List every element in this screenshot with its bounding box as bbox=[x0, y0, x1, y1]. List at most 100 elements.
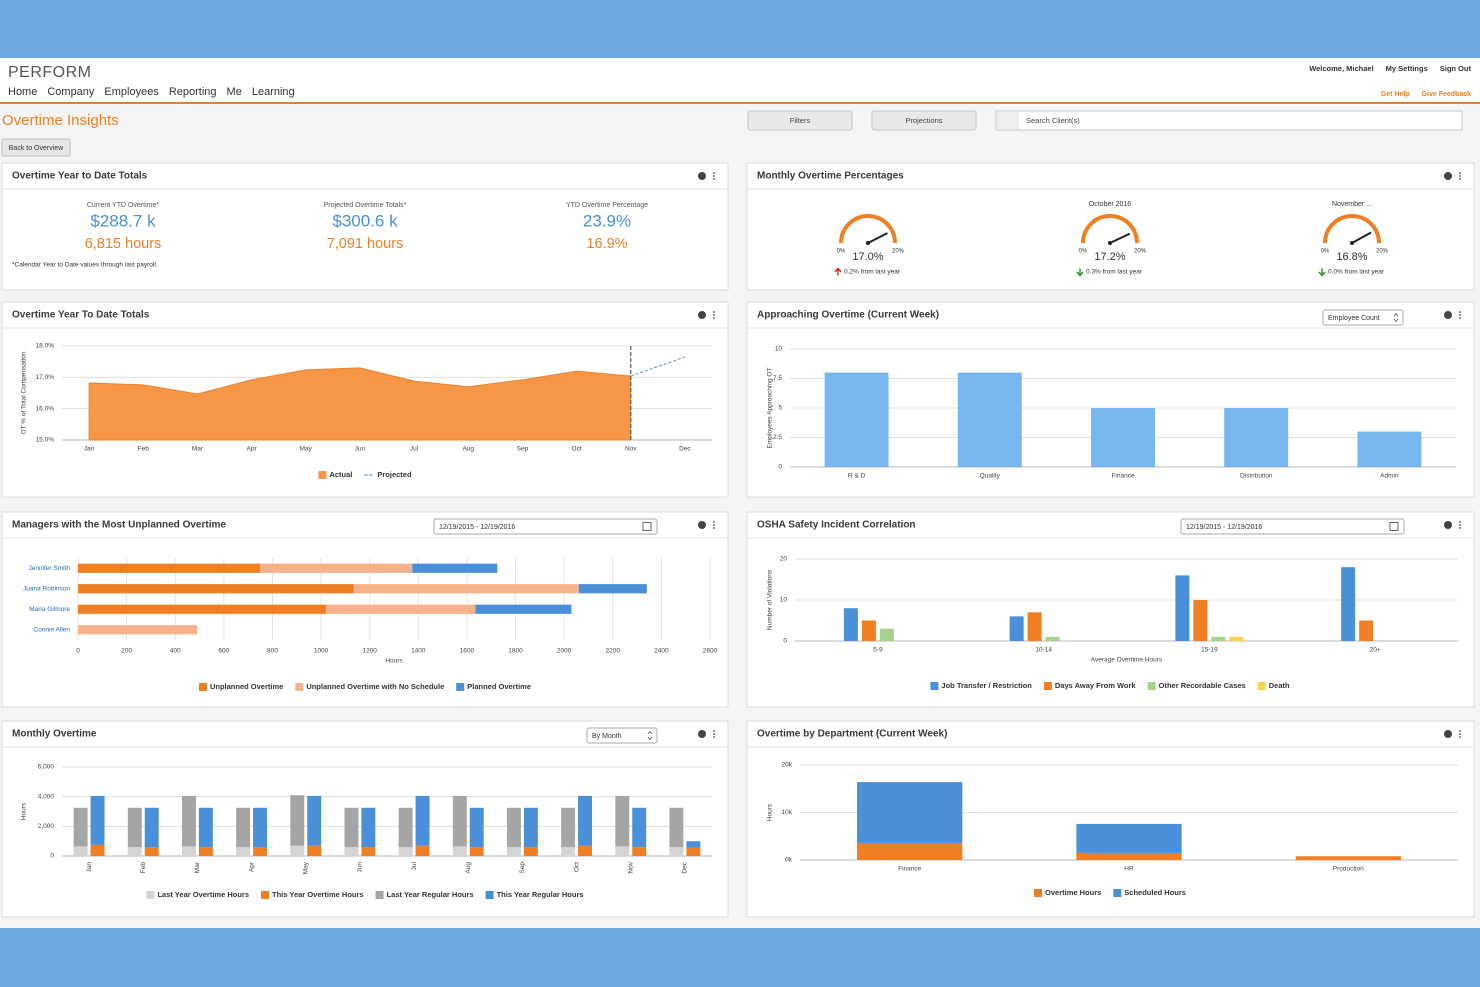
x-tick-label: 1400 bbox=[411, 648, 426, 655]
bar bbox=[615, 846, 630, 856]
bar bbox=[78, 604, 326, 614]
category-label: R & D bbox=[848, 473, 866, 480]
dropdown[interactable] bbox=[586, 727, 658, 744]
category-label: Dec bbox=[679, 446, 691, 453]
menu-dot[interactable] bbox=[1459, 178, 1461, 180]
dropdown-arrows bbox=[647, 730, 653, 741]
kpi-hours: 7,091 hours bbox=[327, 236, 404, 252]
nav-link[interactable]: Learning bbox=[252, 86, 295, 98]
back-button[interactable] bbox=[1, 138, 71, 157]
menu-dot[interactable] bbox=[713, 175, 715, 177]
bar bbox=[861, 620, 876, 641]
button[interactable] bbox=[747, 110, 853, 131]
legend-swatch bbox=[318, 471, 327, 479]
menu-dot[interactable] bbox=[1459, 314, 1461, 316]
menu-dot[interactable] bbox=[1459, 730, 1461, 732]
help-link[interactable]: Give Feedback bbox=[1422, 91, 1472, 98]
panel bbox=[746, 162, 1475, 291]
bar bbox=[1091, 408, 1155, 467]
help-icon[interactable] bbox=[698, 172, 706, 180]
menu-dot[interactable] bbox=[1459, 733, 1461, 735]
search-box[interactable] bbox=[995, 110, 1463, 131]
help-link[interactable]: Get Help bbox=[1381, 91, 1410, 98]
menu-dot[interactable] bbox=[713, 733, 715, 735]
nav-link[interactable]: Reporting bbox=[169, 86, 217, 98]
menu-dot[interactable] bbox=[713, 172, 715, 174]
button[interactable] bbox=[871, 110, 977, 131]
y-tick-label: 2.5 bbox=[773, 434, 782, 441]
bar bbox=[506, 847, 521, 856]
bar bbox=[253, 847, 268, 856]
user-link[interactable]: Welcome, Michael bbox=[1309, 64, 1373, 73]
category-label: Aug bbox=[465, 862, 472, 874]
category-label: Admin bbox=[1380, 473, 1399, 480]
menu-dot[interactable] bbox=[713, 317, 715, 319]
menu-dot[interactable] bbox=[713, 524, 715, 526]
date-range-label: 12/19/2015 - 12/19/2016 bbox=[439, 524, 515, 531]
nav-link[interactable]: Company bbox=[47, 86, 95, 98]
menu-dot[interactable] bbox=[713, 311, 715, 313]
bar bbox=[843, 608, 858, 641]
category-label: Aug bbox=[462, 446, 474, 453]
user-link[interactable]: My Settings bbox=[1386, 64, 1428, 73]
x-tick-label: 600 bbox=[218, 648, 229, 655]
legend-label: Other Recordable Cases bbox=[1159, 681, 1246, 690]
bar bbox=[290, 795, 305, 846]
menu-dot[interactable] bbox=[1459, 521, 1461, 523]
y-tick-label: 16.0% bbox=[36, 405, 55, 412]
bar bbox=[344, 847, 359, 856]
menu-dot[interactable] bbox=[713, 527, 715, 529]
dropdown[interactable] bbox=[1322, 309, 1404, 326]
legend-swatch bbox=[1034, 889, 1043, 897]
category-label: Oct bbox=[572, 446, 582, 453]
bar bbox=[879, 628, 894, 641]
bar bbox=[957, 372, 1022, 467]
help-icon[interactable] bbox=[698, 521, 706, 529]
help-icon[interactable] bbox=[698, 311, 706, 319]
bar bbox=[144, 847, 159, 856]
nav-link[interactable]: Employees bbox=[104, 86, 159, 98]
logo[interactable]: PERFORM bbox=[8, 64, 92, 81]
legend-label: Projected bbox=[377, 470, 412, 479]
menu-dot[interactable] bbox=[1459, 311, 1461, 313]
panel bbox=[746, 720, 1475, 918]
y-axis-label: Employees Approaching OT bbox=[767, 368, 774, 449]
menu-dot[interactable] bbox=[1459, 317, 1461, 319]
nav-link[interactable]: Home bbox=[8, 86, 37, 98]
gauge-min-label: 0% bbox=[1079, 249, 1088, 255]
trend-arrow bbox=[1318, 268, 1326, 277]
bar bbox=[260, 563, 413, 573]
menu-dot[interactable] bbox=[713, 736, 715, 738]
kpi-amount: $300.6 k bbox=[332, 211, 398, 230]
menu-dot[interactable] bbox=[1459, 736, 1461, 738]
menu-dot[interactable] bbox=[1459, 524, 1461, 526]
gauge-needle bbox=[1351, 231, 1372, 244]
gauge-hub bbox=[1108, 241, 1112, 245]
menu-dot[interactable] bbox=[713, 730, 715, 732]
trend-arrow bbox=[1076, 268, 1084, 277]
menu-dot[interactable] bbox=[713, 314, 715, 316]
y-tick-label: 7.5 bbox=[773, 375, 782, 382]
date-range-input[interactable] bbox=[433, 518, 658, 535]
menu-dot[interactable] bbox=[1459, 172, 1461, 174]
user-link[interactable]: Sign Out bbox=[1440, 64, 1472, 73]
gauge-min-label: 0% bbox=[1321, 249, 1330, 255]
category-label: Nov bbox=[627, 861, 634, 873]
nav-link[interactable]: Me bbox=[227, 86, 242, 98]
help-icon[interactable] bbox=[1444, 172, 1452, 180]
menu-dot[interactable] bbox=[713, 178, 715, 180]
panel-title: Monthly Overtime bbox=[12, 729, 97, 740]
bar bbox=[127, 847, 142, 856]
help-icon[interactable] bbox=[698, 730, 706, 738]
date-range-input[interactable] bbox=[1180, 518, 1405, 535]
category-label: Jennifer Smith bbox=[28, 565, 70, 572]
menu-dot[interactable] bbox=[1459, 175, 1461, 177]
help-icon[interactable] bbox=[1444, 521, 1452, 529]
menu-dot[interactable] bbox=[713, 521, 715, 523]
x-tick-label: 800 bbox=[267, 648, 278, 655]
menu-dot[interactable] bbox=[1459, 527, 1461, 529]
x-tick-label: 200 bbox=[121, 648, 132, 655]
legend-swatch bbox=[485, 891, 494, 899]
help-icon[interactable] bbox=[1444, 730, 1452, 738]
help-icon[interactable] bbox=[1444, 311, 1452, 319]
